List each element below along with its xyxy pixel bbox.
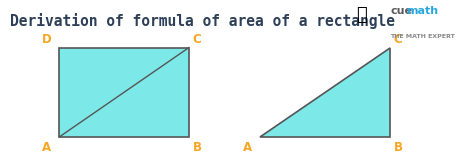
Text: 🚀: 🚀	[356, 6, 367, 24]
Text: Derivation of formula of area of a rectangle: Derivation of formula of area of a recta…	[10, 13, 395, 29]
Text: D: D	[42, 33, 51, 46]
Text: THE MATH EXPERT: THE MATH EXPERT	[391, 34, 455, 39]
Text: B: B	[193, 141, 202, 154]
Text: cue: cue	[391, 6, 412, 16]
Text: B: B	[393, 141, 402, 154]
Text: A: A	[243, 141, 252, 154]
Text: A: A	[42, 141, 51, 154]
Text: C: C	[393, 33, 402, 46]
Polygon shape	[59, 48, 189, 137]
Text: C: C	[193, 33, 201, 46]
Text: math: math	[406, 6, 438, 16]
Polygon shape	[260, 48, 390, 137]
